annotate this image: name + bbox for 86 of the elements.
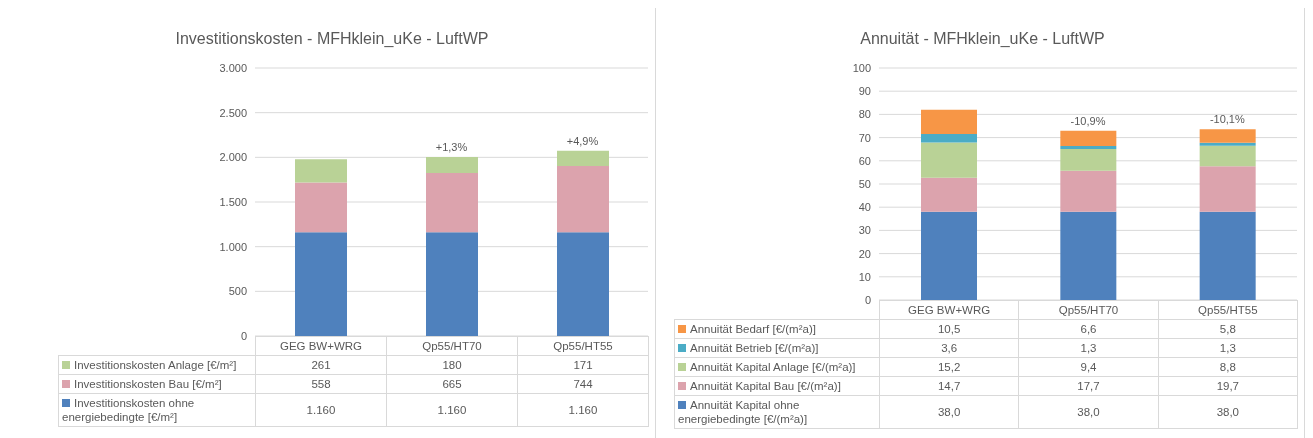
data-label: 1,3 — [1018, 338, 1159, 358]
data-label: 38,0 — [1018, 395, 1159, 429]
y-tick-label: 40 — [858, 201, 871, 214]
y-tick-label: 80 — [858, 108, 871, 121]
bar — [921, 142, 977, 178]
data-label: 744 — [517, 374, 649, 394]
legend-label: Annuität Kapital Bau [€/(m²a)] — [690, 380, 841, 392]
data-label: 5,8 — [1158, 319, 1298, 339]
data-label: 38,0 — [1158, 395, 1298, 429]
y-tick-label: 1.000 — [219, 240, 247, 253]
legend-label: Investitionskosten ohne energiebedingte [€/m²] — [62, 397, 195, 423]
bar — [426, 232, 478, 336]
annotation: +1,3% — [435, 140, 468, 153]
y-tick-label: 1.500 — [219, 195, 247, 208]
data-label: 3,6 — [879, 338, 1019, 358]
bar — [1199, 145, 1256, 167]
y-tick-label: 0 — [864, 293, 871, 306]
legend-label: Annuität Kapital ohne energiebedingte [€/(m²a)] — [678, 399, 808, 425]
data-label: 8,8 — [1158, 357, 1298, 377]
y-tick-label: 2.000 — [219, 151, 247, 164]
legend-label: Annuität Bedarf [€/(m²a)] — [690, 323, 816, 335]
x-tick-label: GEG BW+WRG — [879, 300, 1019, 320]
data-label: 171 — [517, 355, 649, 375]
legend-label: Investitionskosten Anlage [€/m²] — [74, 359, 237, 371]
annotation: -10,1% — [1209, 113, 1245, 126]
data-label: 19,7 — [1158, 376, 1298, 396]
y-tick-label: 20 — [858, 247, 871, 260]
bar — [295, 159, 347, 183]
bar — [1199, 211, 1256, 300]
bar — [1199, 129, 1256, 143]
bar — [1199, 142, 1256, 146]
bar — [295, 232, 347, 336]
data-label: 10,5 — [879, 319, 1019, 339]
y-tick-label: 60 — [858, 154, 871, 167]
y-tick-label: 70 — [858, 131, 871, 144]
y-tick-label: 3.000 — [219, 61, 247, 74]
data-label: 1.160 — [386, 393, 518, 427]
bar — [1060, 148, 1117, 171]
y-tick-label: 10 — [858, 270, 871, 283]
x-tick-label: Qp55/HT70 — [1018, 300, 1159, 320]
data-label: 9,4 — [1018, 357, 1159, 377]
data-label: 558 — [255, 374, 387, 394]
bar — [557, 165, 609, 233]
data-label: 15,2 — [879, 357, 1019, 377]
x-tick-label: Qp55/HT70 — [386, 336, 518, 356]
bar — [426, 156, 478, 173]
data-label: 1,3 — [1158, 338, 1298, 358]
y-tick-label: 100 — [852, 61, 871, 74]
x-tick-label: Qp55/HT55 — [517, 336, 649, 356]
data-label: 6,6 — [1018, 319, 1159, 339]
bar — [1060, 211, 1117, 300]
legend-label: Annuität Betrieb [€/(m²a)] — [690, 342, 819, 354]
bar — [921, 109, 977, 135]
annotation: -10,9% — [1070, 114, 1106, 127]
bar — [921, 211, 977, 300]
y-tick-label: 500 — [228, 285, 247, 298]
data-label: 1.160 — [255, 393, 387, 427]
y-tick-label: 50 — [858, 177, 871, 190]
bar — [1060, 130, 1117, 146]
bar — [1060, 170, 1117, 212]
y-tick-label: 0 — [240, 329, 247, 342]
chart-title: Annuität - MFHklein_uKe - LuftWP — [859, 30, 1106, 48]
bar — [557, 150, 609, 166]
data-label: 17,7 — [1018, 376, 1159, 396]
data-label: 665 — [386, 374, 518, 394]
bar — [1060, 145, 1117, 149]
annotation: +4,9% — [566, 134, 599, 147]
data-label: 261 — [255, 355, 387, 375]
x-tick-label: GEG BW+WRG — [255, 336, 387, 356]
legend-label: Investitionskosten Bau [€/m²] — [74, 378, 222, 390]
bar — [921, 134, 977, 143]
bar — [1199, 166, 1256, 212]
data-label: 38,0 — [879, 395, 1019, 429]
legend-label: Annuität Kapital Anlage [€/(m²a)] — [690, 361, 856, 373]
chart-title: Investitionskosten - MFHklein_uKe - LuftWP — [174, 30, 490, 48]
x-tick-label: Qp55/HT55 — [1158, 300, 1298, 320]
y-tick-label: 90 — [858, 85, 871, 98]
bar — [295, 182, 347, 233]
y-tick-label: 30 — [858, 224, 871, 237]
bar — [921, 177, 977, 212]
bar — [426, 172, 478, 233]
y-tick-label: 2.500 — [219, 106, 247, 119]
bar — [557, 232, 609, 336]
data-label: 1.160 — [517, 393, 649, 427]
data-label: 14,7 — [879, 376, 1019, 396]
data-label: 180 — [386, 355, 518, 375]
